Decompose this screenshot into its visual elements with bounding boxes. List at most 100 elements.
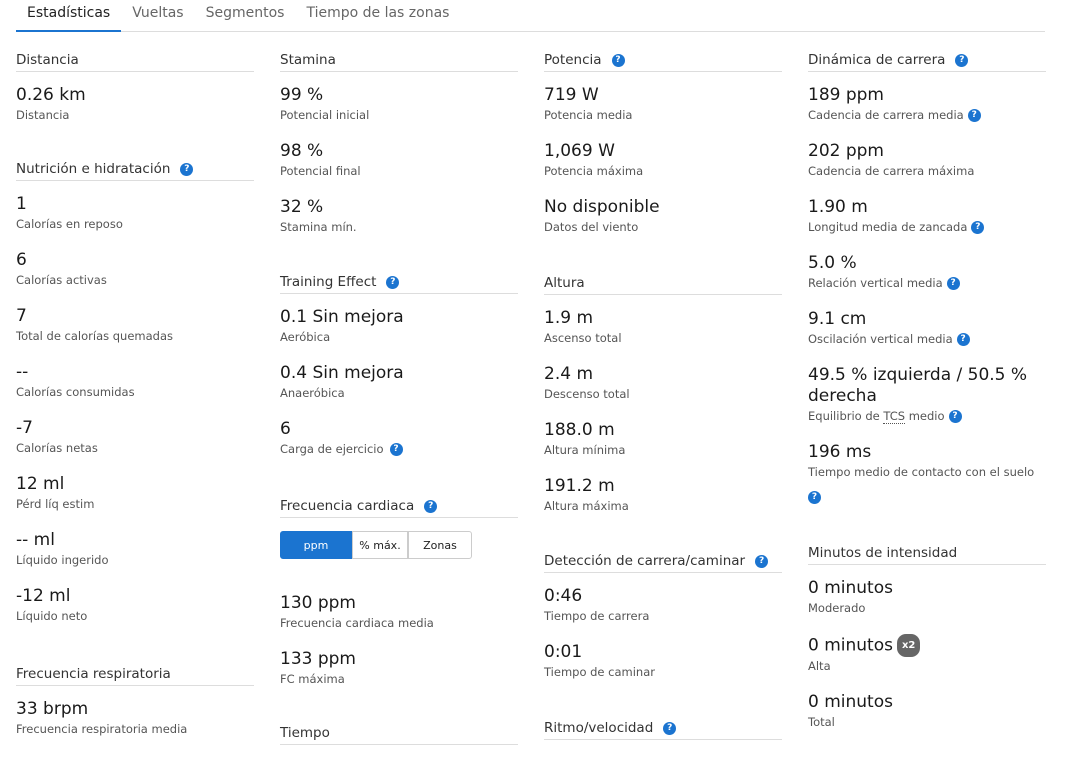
stat-label: Oscilación vertical media? [808, 331, 1046, 348]
stat-item: 49.5 % izquierda / 50.5 % derecha Equilib… [808, 365, 1046, 425]
tab-bar: Estadísticas Vueltas Segmentos Tiempo de… [16, 0, 1045, 32]
stat-label: Alta [808, 659, 831, 673]
stat-value: 12 ml [16, 474, 65, 494]
section-dinamica: Dinámica de carrera? 189 ppm Cadencia de c… [808, 52, 1046, 523]
stat-label: Calorías activas [16, 273, 107, 287]
stat-value: 130 ppm [280, 593, 356, 613]
section-altura: Altura 1.9 m Ascenso total 2.4 m Descenso to… [544, 275, 782, 532]
stat-value: 0:01 [544, 642, 583, 662]
stat-value: 188.0 m [544, 420, 615, 440]
stat-item: No disponible Datos del viento [544, 197, 782, 236]
stat-item: -7 Calorías netas [16, 418, 254, 457]
stat-item: 0:46 Tiempo de carrera [544, 586, 782, 625]
section-title: Minutos de intensidad [808, 545, 1046, 565]
stat-label: Calorías en reposo [16, 217, 123, 231]
stat-item: 6 Calorías activas [16, 250, 254, 289]
stat-value: 49.5 % izquierda / 50.5 % derecha [808, 365, 1028, 406]
help-icon[interactable]: ? [808, 491, 821, 504]
stat-label: Calorías netas [16, 441, 98, 455]
stat-item: 191.2 m Altura máxima [544, 476, 782, 515]
section-title: Frecuencia respiratoria [16, 666, 254, 686]
help-icon[interactable]: ? [755, 555, 769, 568]
stat-item: 7 Total de calorías quemadas [16, 306, 254, 345]
section-cardiaca: Frecuencia cardiaca? ppm% máx. Zonas 130 pp… [280, 498, 518, 705]
help-icon[interactable]: ? [971, 221, 985, 234]
help-icon[interactable]: ? [948, 410, 962, 423]
stat-value: 5.0 % [808, 253, 857, 273]
stat-item: 0 minutos x2 Alta [808, 634, 1046, 675]
section-distancia: Distancia 0.26 km Distancia [16, 52, 254, 141]
stat-label: Datos del viento [544, 220, 639, 234]
stat-item: 0.26 km Distancia [16, 85, 254, 124]
stat-item: 1 Calorías en reposo [16, 194, 254, 233]
stat-label: FC máxima [280, 672, 345, 686]
section-title: Nutrición e hidratación? [16, 161, 254, 181]
tab-vueltas[interactable]: Vueltas [132, 5, 184, 21]
stat-label: Distancia [16, 108, 70, 122]
stat-item: 6 Carga de ejercicio? [280, 419, 518, 458]
stat-item: 719 W Potencia media [544, 85, 782, 124]
hr-unit-button-0[interactable]: ppm [280, 531, 352, 559]
stat-item: -- ml Líquido ingerido [16, 530, 254, 569]
stat-item: -- Calorías consumidas [16, 362, 254, 401]
stat-value: 191.2 m [544, 476, 615, 496]
section-title: Frecuencia cardiaca? [280, 498, 518, 518]
help-icon[interactable]: ? [946, 277, 960, 290]
stat-item: 0 minutos Moderado [808, 578, 1046, 617]
stat-item: 189 ppm Cadencia de carrera media? [808, 85, 1046, 124]
help-icon[interactable]: ? [386, 276, 400, 289]
hr-unit-button-2[interactable]: Zonas [408, 531, 472, 559]
hr-unit-toggle: ppm% máx. Zonas [280, 531, 518, 559]
stat-value: 6 [280, 419, 291, 439]
section-title: Ritmo/velocidad? [544, 720, 782, 740]
stat-item: 130 ppm Frecuencia cardiaca media [280, 593, 518, 632]
tcs-abbr[interactable]: TCS [883, 409, 906, 424]
stat-label: Pérd líq estim [16, 497, 95, 511]
stat-value: 0 minutos [808, 578, 893, 598]
hr-unit-button-1[interactable]: % máx. [352, 531, 408, 559]
help-icon[interactable]: ? [180, 163, 194, 176]
stat-value: 0.1 Sin mejora [280, 307, 404, 327]
section-respiratoria: Frecuencia respiratoria 33 brpm Frecuencia… [16, 666, 254, 755]
stat-item: 99 % Potencial inicial [280, 85, 518, 124]
stat-label: Longitud media de zancada? [808, 219, 1046, 236]
stat-item: 5.0 % Relación vertical media? [808, 253, 1046, 292]
section-deteccion: Detección de carrera/caminar? 0:46 Tiempo … [544, 553, 782, 698]
help-icon[interactable]: ? [955, 54, 969, 67]
stat-value: -12 ml [16, 586, 71, 606]
tab-estadisticas[interactable]: Estadísticas [16, 0, 122, 32]
section-training: Training Effect? 0.1 Sin mejora Aeróbica 0.… [280, 274, 518, 475]
stat-value: 6 [16, 250, 27, 270]
help-icon[interactable]: ? [611, 54, 625, 67]
stat-label: Equilibrio de TCS medio? [808, 408, 1046, 425]
tab-tiempo-zonas[interactable]: Tiempo de las zonas [306, 5, 450, 21]
help-icon[interactable]: ? [967, 109, 981, 122]
help-icon[interactable]: ? [389, 443, 403, 456]
stat-label: Líquido ingerido [16, 553, 109, 567]
stat-label: Líquido neto [16, 609, 88, 623]
tab-segmentos[interactable]: Segmentos [205, 5, 285, 21]
stat-value: 9.1 cm [808, 309, 867, 329]
stat-label: Total de calorías quemadas [16, 329, 174, 343]
stat-value: 33 brpm [16, 699, 89, 719]
stat-value: 0 minutos x2 [808, 634, 1046, 657]
help-icon[interactable]: ? [424, 500, 438, 513]
section-title: Stamina [280, 52, 518, 72]
stat-item: 1.9 m Ascenso total [544, 308, 782, 347]
stat-label: Calorías consumidas [16, 385, 135, 399]
stat-value: 0.4 Sin mejora [280, 363, 404, 383]
help-icon[interactable]: ? [956, 333, 970, 346]
stat-value: 2.4 m [544, 364, 593, 384]
stat-item: 196 ms Tiempo medio de contacto con el su… [808, 442, 1046, 506]
help-icon[interactable]: ? [663, 722, 677, 735]
section-title: Potencia? [544, 52, 782, 72]
stat-label: Ascenso total [544, 331, 622, 345]
stat-item: -12 ml Líquido neto [16, 586, 254, 625]
stat-value: 0:46 [544, 586, 583, 606]
stat-value: 202 ppm [808, 141, 884, 161]
stat-label: Total [808, 715, 835, 729]
stat-item: 133 ppm FC máxima [280, 649, 518, 688]
stat-item: 33 brpm Frecuencia respiratoria media [16, 699, 254, 738]
stat-item: 0 minutos Total [808, 692, 1046, 731]
stat-value: -- [16, 362, 29, 382]
